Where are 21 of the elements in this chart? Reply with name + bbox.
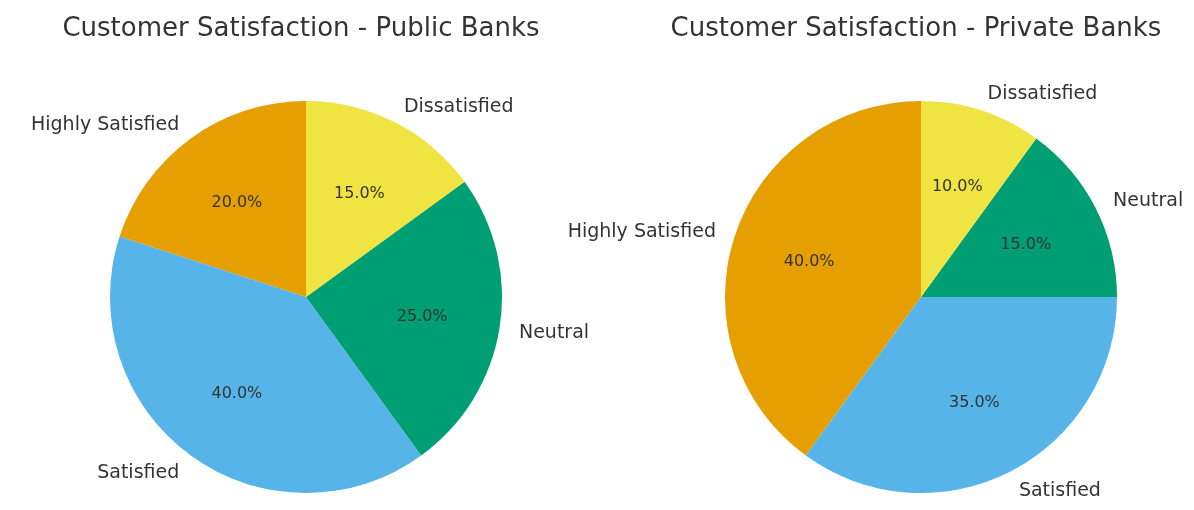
slice-label: Dissatisfied xyxy=(987,80,1098,103)
pie-slice xyxy=(306,181,502,456)
data-label: 10.0% xyxy=(931,175,983,195)
data-label: 40.0% xyxy=(211,382,263,402)
chart-title: Customer Satisfaction - Private Banks xyxy=(669,12,1163,42)
data-label: 20.0% xyxy=(211,192,263,212)
chart-title: Customer Satisfaction - Public Banks xyxy=(61,12,541,42)
slice-label: Neutral xyxy=(518,319,590,342)
data-label: 25.0% xyxy=(396,305,448,325)
data-label: 15.0% xyxy=(333,182,385,202)
slice-label: Highly Satisfied xyxy=(567,219,716,242)
data-label: 35.0% xyxy=(948,392,1000,412)
slice-label: Highly Satisfied xyxy=(30,111,180,134)
pie-slice xyxy=(725,101,921,456)
pie-slice xyxy=(921,138,1117,297)
slice-label: Dissatisfied xyxy=(403,93,514,116)
data-label: 15.0% xyxy=(1000,234,1052,254)
data-label: 40.0% xyxy=(783,251,835,271)
slice-label: Satisfied xyxy=(97,460,180,483)
slice-label: Neutral xyxy=(1113,188,1184,211)
slice-label: Satisfied xyxy=(1018,478,1101,501)
